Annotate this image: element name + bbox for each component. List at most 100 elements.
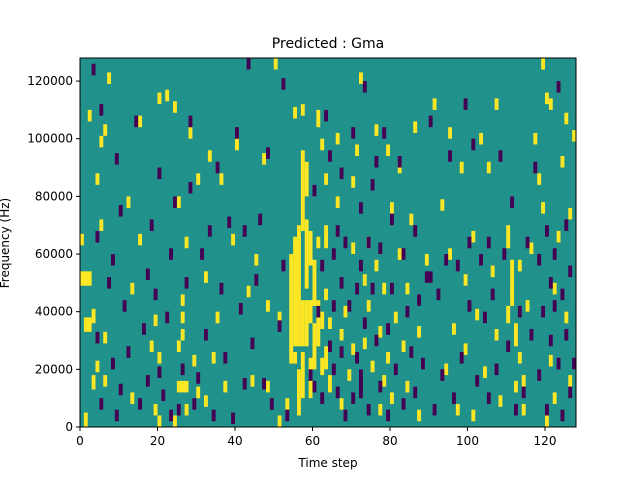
heatmap-cell-high [316,236,321,249]
heatmap-cell-low [145,375,150,387]
heatmap-cell-high [312,259,317,306]
heatmap-cell-low [114,409,119,422]
heatmap-cell-low [308,369,313,381]
heatmap-cell-low [157,366,162,378]
heatmap-cell-high [165,89,170,102]
heatmap-cell-low [320,392,325,404]
heatmap-cell-high [324,225,329,249]
heatmap-cell-low [541,305,546,318]
heatmap-cell-low [173,196,177,208]
heatmap-cell-high [138,233,143,246]
heatmap-cell-high [362,337,367,350]
heatmap-cell-high [277,311,282,324]
heatmap-cell-low [382,127,387,139]
heatmap-cell-low [118,383,123,396]
heatmap-cell-high [448,127,453,139]
heatmap-cell-high [223,380,228,393]
heatmap-cell-low [347,300,352,312]
heatmap-cell-low [95,331,100,344]
heatmap-cell-low [219,282,224,295]
heatmap-cell-low [413,386,418,399]
heatmap-cell-high [192,354,197,367]
heatmap-cell-low [235,127,239,139]
heatmap-cell-low [238,303,243,315]
heatmap-cell-low [440,369,445,381]
heatmap-cell-high [397,248,402,260]
heatmap-cell-low [335,225,340,237]
heatmap-cell-low [114,153,119,165]
heatmap-cell-high [308,230,313,266]
heatmap-cell-low [122,300,127,312]
heatmap-cell-high [374,259,379,272]
heatmap-cell-high [494,328,499,341]
heatmap-cell-low [184,277,189,289]
heatmap-cell-low [335,386,340,399]
x-tick-label: 80 [382,434,397,448]
heatmap-cell-high [448,248,453,260]
heatmap-cell-high [548,354,553,367]
heatmap-cell-high [514,323,518,347]
heatmap-cell-low [459,352,464,364]
heatmap-cell-low [316,305,321,318]
plot-frame [79,57,577,428]
heatmap-cell-high [316,300,321,347]
heatmap-cell-low [324,109,329,122]
heatmap-cell-high [370,360,375,373]
heatmap-cell-high [475,308,480,321]
heatmap-cell-high [285,398,290,410]
heatmap-cell-high [308,300,313,324]
heatmap-cell-high [556,230,561,243]
heatmap-cell-low [405,305,410,318]
heatmap-cell-high [103,375,108,387]
heatmap-cell-low [242,225,247,237]
heatmap-cell-low [331,363,336,376]
heatmap-cell-high [231,233,236,246]
heatmap-cell-high [529,242,534,255]
heatmap-cell-high [215,311,220,324]
heatmap-cell-high [103,331,108,344]
x-tick-label: 0 [76,434,84,448]
heatmap-cell-high [560,156,565,168]
heatmap-cells [80,58,577,427]
heatmap-cell-high [382,282,387,295]
heatmap-cell-low [452,392,456,404]
heatmap-cell-low [397,156,402,168]
heatmap-cell-high [91,308,96,324]
heatmap-cell-high [463,274,468,286]
heatmap-cell-low [568,386,573,399]
heatmap-cell-low [285,409,290,422]
heatmap-cell-low [390,282,394,295]
heatmap-cell-high [359,72,363,84]
heatmap-cell-low [359,259,363,272]
heatmap-cell-high [568,207,573,220]
heatmap-cell-low [223,352,228,364]
heatmap-cell-low [204,328,208,341]
heatmap-cell-high [521,375,526,387]
heatmap-cell-low [467,300,472,312]
heatmap-cell-low [215,161,220,174]
heatmap-cell-low [91,63,96,76]
heatmap-cell-high [300,104,305,116]
heatmap-cell-high [386,144,391,157]
heatmap-cell-low [95,230,100,243]
heatmap-cell-high [157,352,162,364]
heatmap-cell-low [328,150,332,162]
heatmap-cell-low [355,282,360,295]
heatmap-cell-high [316,109,321,128]
heatmap-cell-low [560,288,565,301]
heatmap-cell-low [424,271,433,283]
heatmap-cell-low [126,346,131,358]
y-tick-label: 20000 [35,362,73,376]
heatmap-cell-high [417,409,422,422]
heatmap-cell-high [130,282,135,295]
heatmap-cell-low [269,398,274,410]
heatmap-cell-high [157,415,162,427]
heatmap-cell-high [87,109,92,122]
heatmap-cell-low [428,115,433,128]
heatmap-cell-high [506,225,511,249]
heatmap-cell-low [483,311,487,324]
heatmap-cell-low [486,236,491,249]
heatmap-cell-high [324,346,329,370]
heatmap-cell-high [366,300,371,312]
heatmap-cell-low [467,236,472,249]
